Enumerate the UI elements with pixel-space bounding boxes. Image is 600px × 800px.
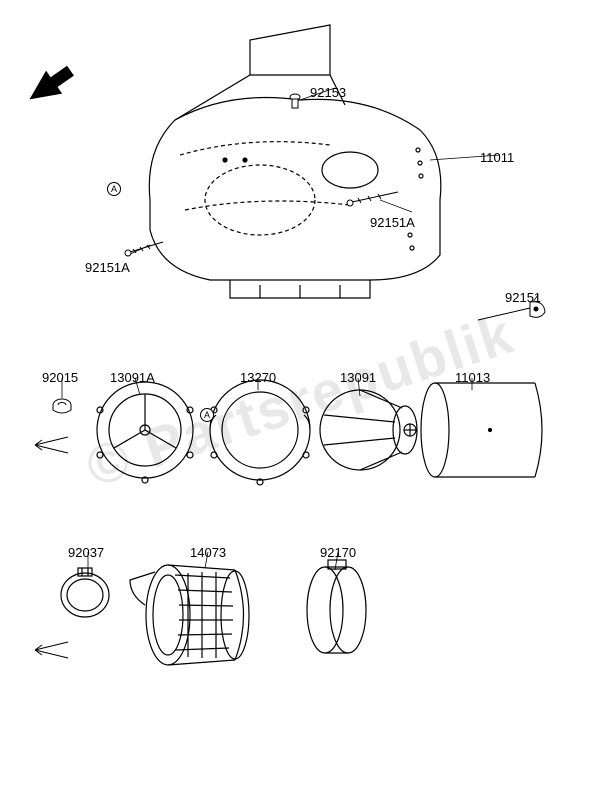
part-label: 13091A [110,370,155,385]
air-filter-element [421,383,542,477]
holder-inner [320,390,417,470]
bolt-icon [290,94,300,108]
screw-icon [125,242,163,256]
section-arrow-icon [35,437,68,453]
nut-icon [53,399,71,413]
parts-drawing [0,0,600,800]
part-label: 92015 [42,370,78,385]
exploded-diagram: © Partsrepublik [0,0,600,800]
circle-label: A [200,408,214,422]
plate [210,380,310,485]
part-label: 92153 [310,85,346,100]
part-label: 14073 [190,545,226,560]
part-label: 11011 [480,150,514,165]
clamp [61,568,109,617]
section-arrow-icon [35,642,68,658]
nav-arrow-icon [20,55,80,115]
part-label: 92037 [68,545,104,560]
part-label: 13091 [340,370,376,385]
part-label: 11013 [455,370,490,385]
part-label: 13270 [240,370,276,385]
duct [130,565,249,665]
part-label: 92151A [370,215,415,230]
holder-outer [97,382,193,483]
band [307,560,366,653]
part-label: 92151 [505,290,541,305]
circle-label: A [107,182,121,196]
part-label: 92170 [320,545,356,560]
air-cleaner-case [149,25,441,298]
part-label: 92151A [85,260,130,275]
